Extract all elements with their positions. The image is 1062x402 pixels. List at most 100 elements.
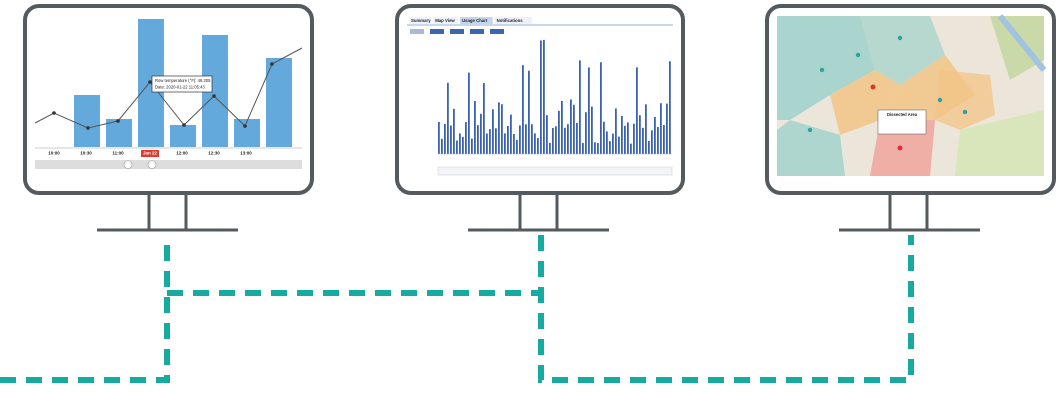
bar-shape: [549, 143, 551, 154]
bar-shape: [438, 122, 440, 154]
monitor: Dissected Area: [767, 6, 1054, 230]
tab-label: Map View: [435, 18, 455, 23]
bar-shape: [483, 83, 485, 154]
bar-shape: [570, 99, 572, 154]
bar-shape: [606, 131, 608, 154]
bar-shape: [621, 116, 623, 154]
scrollbar: [35, 160, 302, 169]
bar-shape: [645, 104, 647, 154]
bar-shape: [630, 144, 632, 154]
monitor-stand: [468, 193, 609, 230]
bar-shape: [588, 67, 590, 154]
bar-shape: [498, 102, 500, 154]
bar-shape: [657, 127, 659, 154]
bar-shape: [486, 134, 488, 154]
bar-shape: [510, 115, 512, 154]
time-label: 12:30: [208, 151, 220, 156]
time-label: Jan 22: [143, 151, 158, 156]
bar-shape: [495, 128, 497, 154]
bar-shape: [636, 67, 638, 154]
bar-shape: [651, 130, 653, 154]
bar-shape: [504, 133, 506, 154]
bar-shape: [543, 40, 545, 154]
connector-line: [0, 235, 167, 380]
bar-shape: [474, 101, 476, 154]
bar-shape: [444, 124, 446, 154]
bar-shape: [582, 143, 584, 154]
bar-shape: [516, 140, 518, 154]
time-label: 10:30: [80, 151, 92, 156]
bar-shape: [519, 125, 521, 154]
bar-shape: [663, 125, 665, 154]
screen-bg: [35, 16, 302, 172]
bar-shape: [585, 112, 587, 154]
bar-shape: [447, 83, 449, 154]
bar-shape: [633, 124, 635, 154]
bar-shape: [468, 73, 470, 154]
bar-shape: [609, 141, 611, 154]
bar-shape: [555, 126, 557, 154]
bar-shape: [669, 61, 671, 154]
bar-shape: [594, 142, 596, 154]
bar-shape: [591, 107, 593, 154]
bar-shape: [450, 126, 452, 154]
bar-shape: [480, 114, 482, 154]
bar-shape: [567, 124, 569, 154]
bar-shape: [471, 139, 473, 154]
bar-shape: [507, 126, 509, 154]
time-label: 12:00: [176, 151, 188, 156]
bar-shape: [492, 109, 494, 154]
bar-shape: [453, 109, 455, 154]
bar-shape: [573, 105, 575, 154]
bar-shape: [513, 134, 515, 154]
bar-shape: [603, 122, 605, 154]
bar-shape: [615, 108, 617, 154]
map: Dissected Area: [777, 16, 1044, 176]
tab-label: Notifications: [497, 18, 524, 23]
connector-line: [541, 235, 911, 380]
bar-shape: [501, 104, 503, 154]
bar-shape: [465, 122, 467, 154]
navigator: [438, 167, 672, 175]
bar-shape: [654, 117, 656, 154]
bar-shape: [576, 123, 578, 154]
bar-shape: [477, 125, 479, 154]
bar-shape: [642, 128, 644, 154]
monitor-stand: [97, 193, 238, 230]
monitor: Row temperature (°F): 49.205 Date: 2020-…: [25, 6, 312, 230]
bar-shape: [648, 141, 650, 154]
bar-shape: [528, 71, 530, 154]
monitor-stand: [839, 193, 980, 230]
bar-shape: [459, 133, 461, 154]
bar-shape: [522, 65, 524, 154]
bar-shape: [534, 133, 536, 154]
time-label: 13:00: [240, 151, 252, 156]
bar-shape: [624, 126, 626, 154]
screen: Row temperature (°F): 49.205 Date: 2020-…: [35, 16, 302, 172]
connector: [0, 235, 911, 380]
tooltip-text: Date: 2020-01-22 11:05:43: [155, 85, 205, 90]
bar-shape: [564, 128, 566, 154]
bar-shape: [558, 111, 560, 154]
tab-label: Usage Chart: [462, 18, 488, 23]
bar-shape: [666, 104, 668, 154]
time-label: 11:00: [112, 151, 124, 156]
bar-shape: [639, 115, 641, 154]
bar-shape: [540, 40, 542, 154]
illustration: Row temperature (°F): 49.205 Date: 2020-…: [0, 0, 1062, 402]
bar-shape: [441, 139, 443, 154]
bar-shape: [600, 62, 602, 154]
bar-shape: [618, 137, 620, 154]
bar-shape: [456, 141, 458, 154]
bar-shape: [525, 124, 527, 154]
tooltip-title: Dissected Area: [887, 112, 918, 117]
tooltip-text: Row temperature (°F): 49.205: [155, 78, 211, 83]
bar-shape: [597, 143, 599, 154]
bar-shape: [627, 122, 629, 154]
time-label: 10:00: [48, 151, 60, 156]
bar-shape: [579, 60, 581, 154]
bar-shape: [660, 103, 662, 154]
bar-shape: [489, 129, 491, 154]
bar-shape: [546, 115, 548, 154]
